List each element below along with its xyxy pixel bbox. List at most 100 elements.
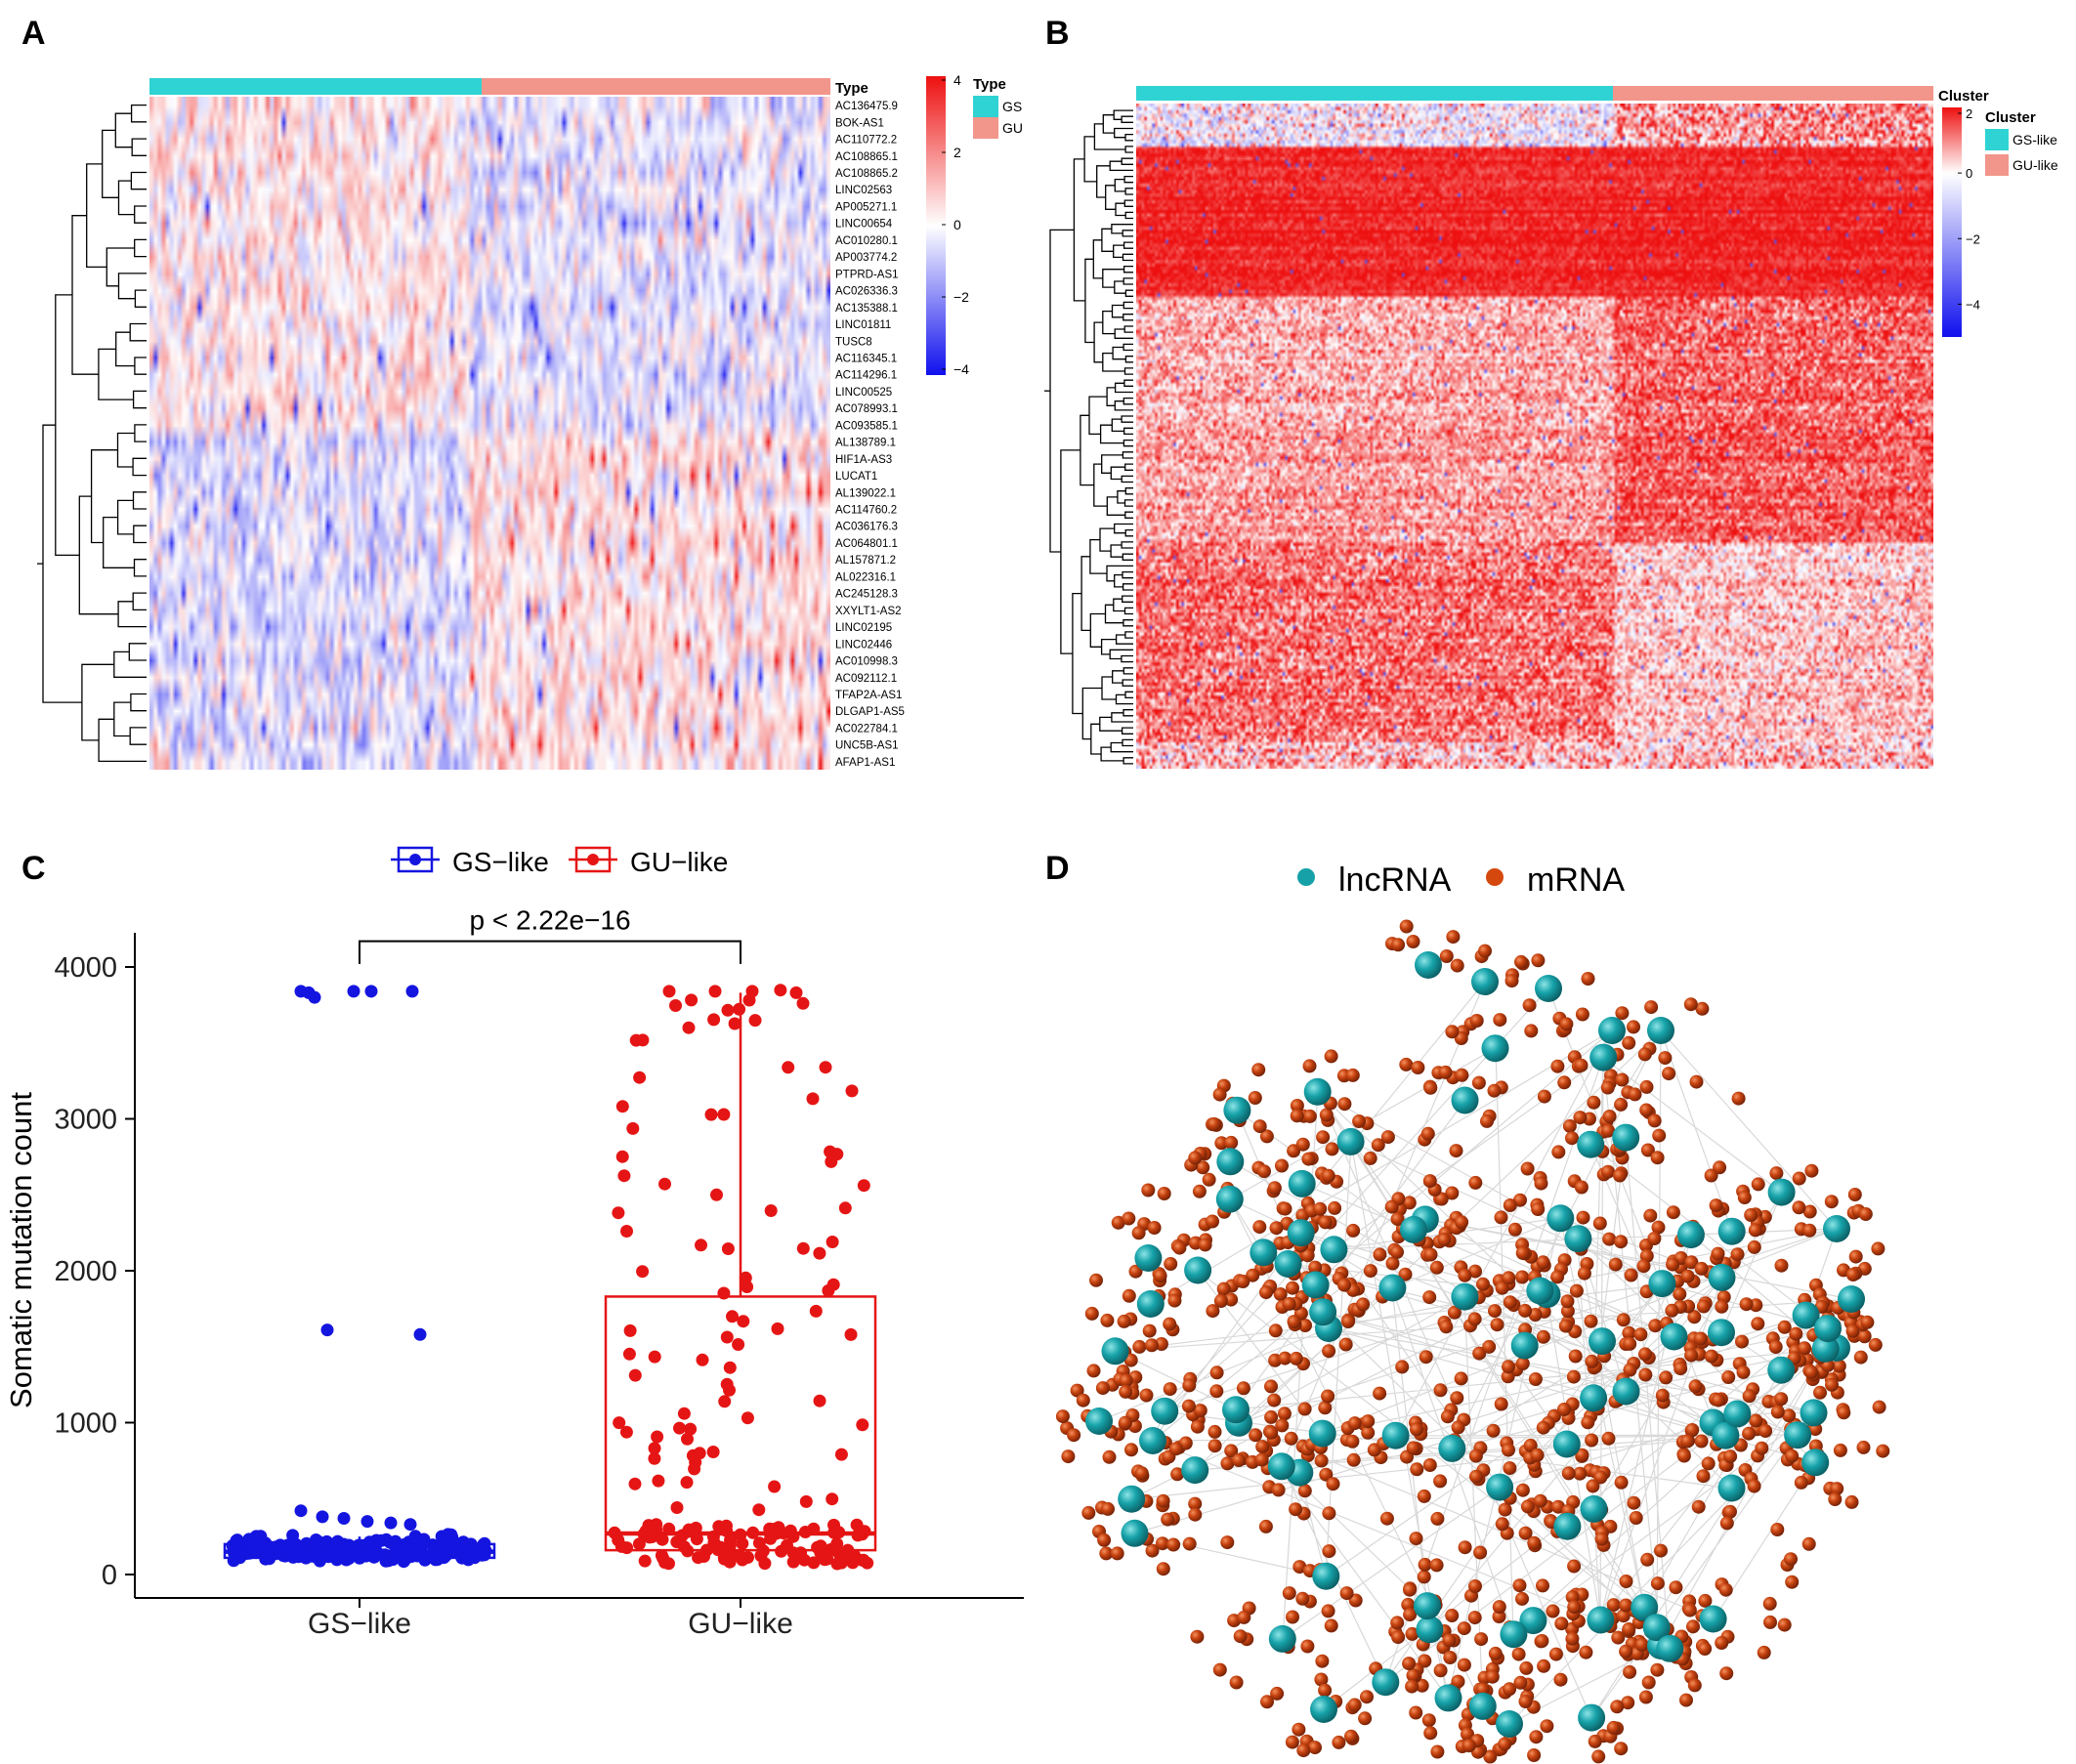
node-mrna <box>1833 1443 1847 1457</box>
node-mrna <box>1785 1575 1800 1589</box>
point-gs-like-outlier <box>405 985 419 998</box>
node-mrna <box>1315 1654 1330 1668</box>
node-mrna <box>1144 1338 1159 1353</box>
node-mrna <box>1486 1423 1501 1438</box>
node-mrna <box>1557 1403 1571 1416</box>
node-mrna <box>1502 1360 1515 1374</box>
node-mrna <box>1249 1428 1263 1443</box>
node-mrna <box>1297 1484 1312 1498</box>
node-mrna <box>1473 1545 1488 1560</box>
point-gs-like <box>429 1553 443 1567</box>
node-lncrna <box>1381 1421 1410 1449</box>
node-mrna <box>1132 1339 1147 1354</box>
node-mrna <box>1406 1441 1420 1455</box>
point-gu-like <box>636 1265 650 1279</box>
node-mrna <box>1785 1449 1800 1463</box>
node-mrna <box>1344 1729 1358 1743</box>
node-mrna <box>1232 1453 1246 1467</box>
node-mrna <box>1554 1617 1569 1631</box>
node-mrna <box>1565 1631 1580 1646</box>
node-mrna <box>1755 1441 1769 1455</box>
node-mrna <box>1666 1205 1680 1220</box>
node-mrna <box>1207 1439 1222 1453</box>
node-lncrna <box>1287 1219 1315 1247</box>
node-mrna <box>1164 1257 1178 1271</box>
point-gu-like <box>690 1533 703 1546</box>
node-mrna <box>1166 1537 1181 1552</box>
row-label-unc5b-as1: UNC5B-AS1 <box>835 740 899 752</box>
node-mrna <box>1498 1737 1512 1751</box>
node-mrna <box>1641 1675 1656 1690</box>
point-gu-like <box>844 1327 858 1341</box>
node-mrna <box>1613 1168 1627 1183</box>
point-gu-like <box>696 1353 709 1366</box>
node-mrna <box>1468 1449 1483 1463</box>
node-mrna <box>1295 1137 1310 1152</box>
node-mrna <box>1507 1222 1522 1237</box>
node-lncrna <box>1216 1148 1245 1176</box>
node-mrna <box>1847 1188 1862 1201</box>
y-tick-label-0: 0 <box>102 1560 117 1591</box>
node-mrna <box>1730 1247 1745 1262</box>
legend-b: Cluster GS-like GU-like <box>1985 109 2058 176</box>
node-mrna <box>1651 1220 1666 1235</box>
node-mrna <box>1577 1266 1591 1281</box>
points-c <box>226 984 874 1571</box>
node-mrna <box>1804 1163 1819 1178</box>
node-mrna <box>1713 1160 1727 1175</box>
node-mrna <box>1860 1315 1875 1329</box>
node-mrna <box>1371 1138 1385 1153</box>
annotation-title-a: Type <box>835 80 869 97</box>
node-mrna <box>1711 1393 1725 1407</box>
point-gu-like <box>682 1523 696 1536</box>
point-gu-like <box>614 1539 628 1553</box>
node-mrna <box>1737 1191 1752 1204</box>
node-mrna <box>1679 1693 1693 1707</box>
node-mrna <box>1647 1113 1662 1128</box>
y-tick-label-2000: 2000 <box>54 1256 117 1287</box>
node-mrna <box>1721 1370 1736 1384</box>
node-mrna <box>1289 1351 1303 1365</box>
node-mrna <box>1055 1409 1070 1424</box>
node-lncrna <box>1564 1225 1592 1253</box>
panel-label-c: C <box>21 850 46 887</box>
row-label-linc02195: LINC02195 <box>835 622 892 634</box>
legend-b-swatch-gu-like <box>1985 154 2009 176</box>
node-mrna <box>1601 1123 1616 1138</box>
point-gu-like <box>771 1322 784 1335</box>
node-mrna <box>1409 1705 1423 1720</box>
node-mrna <box>1693 1331 1708 1346</box>
point-gu-like <box>739 1271 752 1284</box>
point-gu-like <box>706 1530 720 1543</box>
node-mrna <box>1423 1247 1438 1262</box>
node-mrna <box>1142 1323 1157 1338</box>
point-gu-like <box>856 1418 869 1432</box>
node-mrna <box>1662 1067 1676 1081</box>
node-mrna <box>1084 1306 1099 1321</box>
node-mrna <box>1324 1618 1338 1633</box>
node-mrna <box>1207 1116 1221 1131</box>
node-mrna <box>1118 1415 1132 1430</box>
node-mrna <box>1685 1423 1700 1437</box>
node-lncrna <box>1451 1282 1479 1311</box>
node-mrna <box>1735 1334 1749 1349</box>
node-mrna <box>1527 1535 1542 1550</box>
node-mrna <box>1825 1377 1839 1392</box>
point-gu-like <box>786 1555 800 1569</box>
node-mrna <box>1332 1735 1346 1749</box>
point-gu-like <box>819 1547 832 1561</box>
node-mrna <box>1614 1742 1629 1756</box>
node-lncrna <box>1134 1244 1163 1272</box>
node-mrna <box>1233 1629 1248 1644</box>
point-gu-like <box>638 1554 652 1568</box>
box-iqr <box>604 1295 877 1552</box>
color-scale-a-bar <box>926 76 946 375</box>
node-lncrna <box>1274 1250 1302 1278</box>
node-mrna <box>1581 1415 1595 1430</box>
point-gs-like-outlier <box>364 985 378 998</box>
point-gu-like <box>826 1492 839 1506</box>
legend-c-key-gs-dot <box>409 854 421 865</box>
node-mrna <box>1316 1130 1331 1145</box>
node-mrna <box>1528 1372 1543 1386</box>
node-mrna <box>1216 1281 1231 1296</box>
